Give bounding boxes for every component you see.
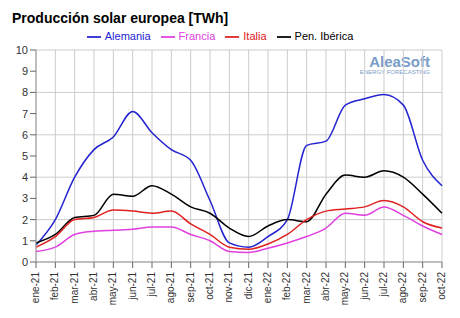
svg-text:ago-21: ago-21	[165, 272, 176, 304]
html-text:AleaSoft: AleaSoft	[369, 53, 430, 70]
svg-text:6: 6	[22, 129, 28, 141]
svg-text:sep-21: sep-21	[185, 272, 196, 303]
svg-text:9: 9	[22, 65, 28, 77]
svg-text:4: 4	[22, 171, 28, 183]
svg-text:mar-22: mar-22	[301, 272, 312, 304]
svg-text:ago-22: ago-22	[397, 272, 408, 304]
svg-text:sep-22: sep-22	[417, 272, 428, 303]
svg-text:feb-22: feb-22	[281, 272, 292, 301]
svg-text:ene-22: ene-22	[262, 272, 273, 304]
svg-text:oct-22: oct-22	[436, 272, 447, 300]
svg-text:dic-21: dic-21	[243, 272, 254, 300]
svg-text:3: 3	[22, 192, 28, 204]
svg-text:10: 10	[16, 44, 28, 56]
svg-text:7: 7	[22, 108, 28, 120]
svg-text:2: 2	[22, 214, 28, 226]
html-text:ENERGY FORECASTING: ENERGY FORECASTING	[359, 69, 430, 75]
svg-text:1: 1	[22, 235, 28, 247]
html-text:Italia: Italia	[243, 30, 267, 42]
html-text:Alemania: Alemania	[104, 30, 151, 42]
svg-text:feb-21: feb-21	[49, 272, 60, 301]
svg-text:abr-21: abr-21	[88, 272, 99, 301]
svg-text:0: 0	[22, 256, 28, 268]
svg-text:5: 5	[22, 150, 28, 162]
svg-text:oct-21: oct-21	[204, 272, 215, 300]
svg-text:jun-21: jun-21	[127, 272, 138, 301]
svg-text:8: 8	[22, 86, 28, 98]
svg-text:mar-21: mar-21	[69, 272, 80, 304]
svg-text:may-21: may-21	[107, 272, 118, 306]
svg-text:jul-22: jul-22	[378, 272, 389, 298]
svg-text:jul-21: jul-21	[146, 272, 157, 298]
svg-text:ene-21: ene-21	[30, 272, 41, 304]
svg-text:abr-22: abr-22	[320, 272, 331, 301]
html-text:Pen. Ibérica: Pen. Ibérica	[294, 30, 354, 42]
svg-text:jun-22: jun-22	[359, 272, 370, 301]
html-text:Francia: Francia	[178, 30, 216, 42]
svg-text:may-22: may-22	[339, 272, 350, 306]
svg-text:nov-21: nov-21	[223, 272, 234, 303]
html-text:Producción solar europea [TWh]: Producción solar europea [TWh]	[12, 10, 229, 26]
